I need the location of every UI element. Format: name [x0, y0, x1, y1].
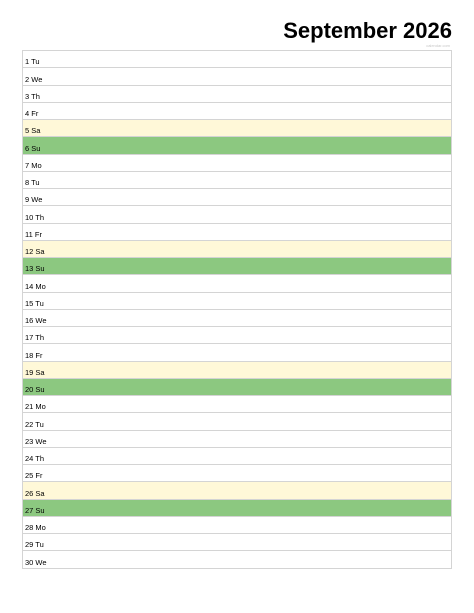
day-row: 20 Su	[22, 378, 452, 396]
day-row: 28 Mo	[22, 516, 452, 534]
day-row: 18 Fr	[22, 344, 452, 362]
day-row: 11 Fr	[22, 223, 452, 241]
day-label: 18 Fr	[25, 350, 43, 360]
day-row: 21 Mo	[22, 396, 452, 414]
day-label: 20 Su	[25, 385, 45, 394]
day-row: 8 Tu	[22, 171, 452, 189]
day-row: 1 Tu	[22, 51, 452, 69]
day-label: 27 Su	[25, 505, 45, 515]
day-row: 6 Su	[22, 137, 452, 155]
day-row: 23 We	[22, 430, 452, 448]
day-row: 17 Th	[22, 327, 452, 345]
day-label: 5 Sa	[25, 126, 41, 136]
day-label: 24 Th	[25, 454, 45, 463]
day-row: 13 Su	[22, 258, 452, 276]
day-label: 12 Sa	[25, 247, 45, 256]
day-row: 15 Tu	[22, 292, 452, 310]
day-row: 29 Tu	[22, 534, 452, 552]
day-label: 6 Su	[25, 143, 41, 153]
day-label: 2 We	[25, 74, 43, 84]
day-label: 29 Tu	[25, 540, 44, 550]
day-row: 25 Fr	[22, 465, 452, 483]
calendar-day-list: 1 Tu 2 We 3 Th 4 Fr 5 Sa 6 Su 7 Mo 8 Tu 9 We 10 T…	[22, 50, 452, 569]
day-row: 22 Tu	[22, 413, 452, 431]
day-label: 7 Mo	[25, 160, 42, 170]
day-label: 19 Sa	[25, 367, 45, 377]
day-label: 4 Fr	[25, 109, 39, 118]
day-row: 19 Sa	[22, 361, 452, 379]
day-row: 12 Sa	[22, 240, 452, 258]
day-row: 5 Sa	[22, 120, 452, 138]
day-row: 26 Sa	[22, 482, 452, 500]
day-label: 8 Tu	[25, 178, 40, 187]
day-label: 13 Su	[25, 264, 45, 274]
day-label: 25 Fr	[25, 471, 43, 481]
day-label: 21 Mo	[25, 402, 46, 412]
day-label: 16 We	[25, 316, 47, 325]
day-label: 1 Tu	[25, 57, 40, 67]
day-label: 9 We	[25, 195, 43, 205]
day-row: 7 Mo	[22, 154, 452, 172]
day-label: 15 Tu	[25, 298, 44, 308]
day-label: 22 Tu	[25, 419, 44, 429]
day-label: 17 Th	[25, 333, 45, 343]
day-row: 10 Th	[22, 206, 452, 224]
day-row: 3 Th	[22, 85, 452, 103]
day-label: 30 We	[25, 557, 47, 567]
page-title: September 2026	[283, 18, 452, 43]
day-row: 4 Fr	[22, 102, 452, 120]
day-row: 16 We	[22, 309, 452, 327]
day-label: 23 We	[25, 436, 47, 446]
day-row: 24 Th	[22, 447, 452, 465]
day-label: 28 Mo	[25, 523, 46, 532]
day-row: 9 We	[22, 189, 452, 207]
day-row: 14 Mo	[22, 275, 452, 293]
day-label: 14 Mo	[25, 281, 46, 291]
day-label: 11 Fr	[25, 229, 42, 239]
day-row: 30 We	[22, 551, 452, 569]
watermark: calendar.com	[426, 43, 450, 48]
day-row: 27 Su	[22, 499, 452, 517]
day-label: 26 Sa	[25, 488, 45, 498]
day-row: 2 We	[22, 68, 452, 86]
day-label: 10 Th	[25, 212, 45, 222]
day-label: 3 Th	[25, 91, 40, 101]
